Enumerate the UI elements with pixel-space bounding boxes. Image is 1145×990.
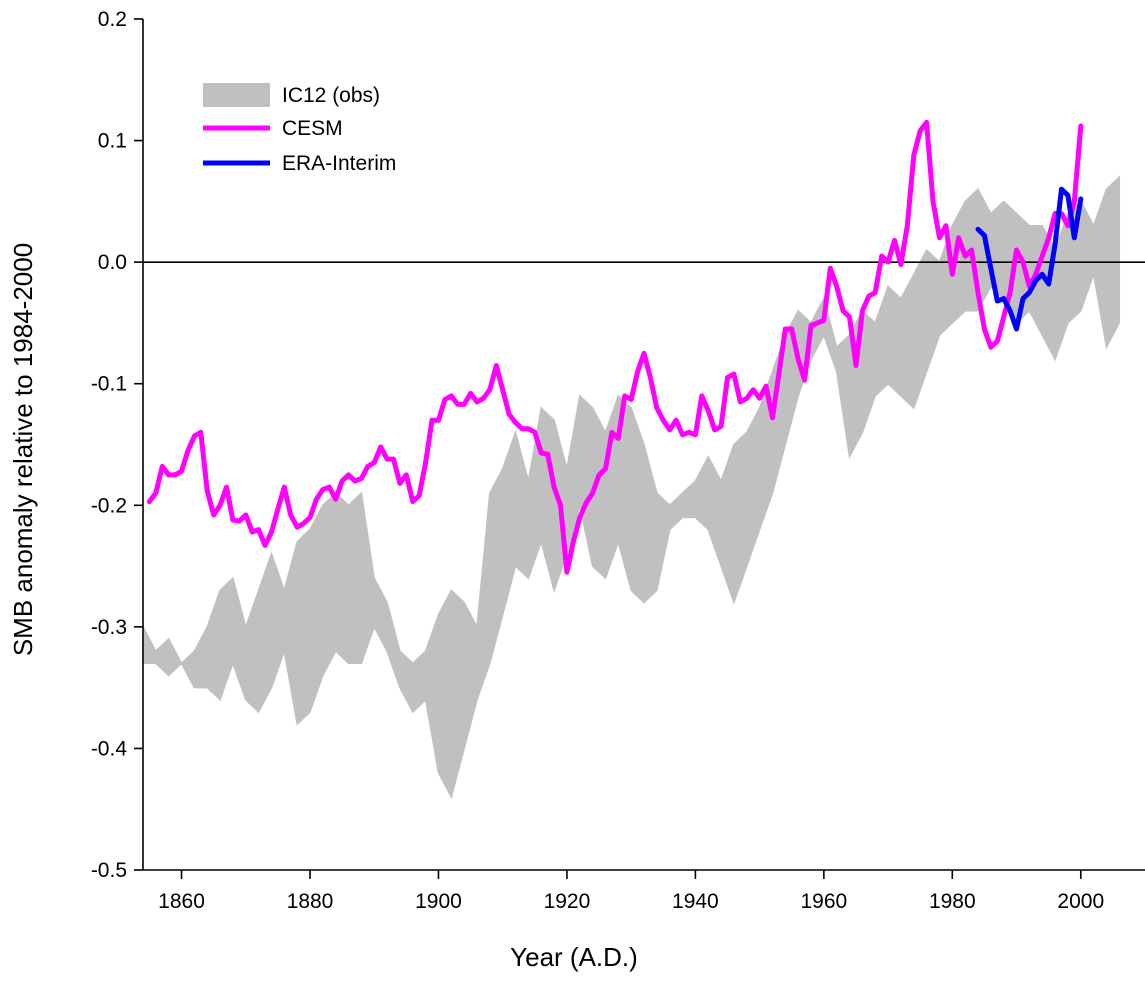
y-tick-label: -0.5 [91, 859, 127, 882]
x-tick-label: 2000 [1057, 890, 1104, 913]
x-tick-label: 1960 [800, 890, 847, 913]
x-tick-label: 1980 [929, 890, 976, 913]
x-axis-title: Year (A.D.) [510, 942, 638, 972]
legend-label-cesm: CESM [282, 117, 343, 140]
ic12-band-layer [142, 175, 1121, 800]
series-line-cesm [146, 119, 1084, 575]
legend-label-era-interim: ERA-Interim [282, 152, 396, 175]
legend: IC12 (obs) CESM ERA-Interim [203, 83, 396, 175]
legend-swatch-ic12 [203, 83, 270, 107]
x-tick-label: 1860 [158, 890, 205, 913]
series-line-era-interim [975, 186, 1084, 332]
band-ic12 [142, 175, 1121, 800]
x-tick-label: 1940 [672, 890, 719, 913]
y-tick-label: 0.1 [98, 130, 127, 153]
x-tick-label: 1880 [287, 890, 334, 913]
series-layer [146, 119, 1084, 575]
y-tick-label: -0.4 [91, 737, 128, 760]
y-tick-label: -0.3 [91, 616, 127, 639]
y-axis-ticks: -0.5 -0.4 -0.3 -0.2 -0.1 0.0 0.1 0.2 [91, 8, 143, 882]
x-tick-label: 1920 [544, 890, 591, 913]
x-axis-ticks: 1860 1880 1900 1920 1940 1960 1980 2000 [158, 870, 1104, 913]
y-tick-label: 0.0 [98, 251, 127, 274]
y-axis-title: SMB anomaly relative to 1984-2000 [8, 243, 38, 656]
y-tick-label: -0.1 [91, 373, 127, 396]
y-tick-label: -0.2 [91, 494, 127, 517]
y-tick-label: 0.2 [98, 8, 127, 31]
legend-label-ic12: IC12 (obs) [282, 84, 380, 107]
x-tick-label: 1900 [415, 890, 462, 913]
